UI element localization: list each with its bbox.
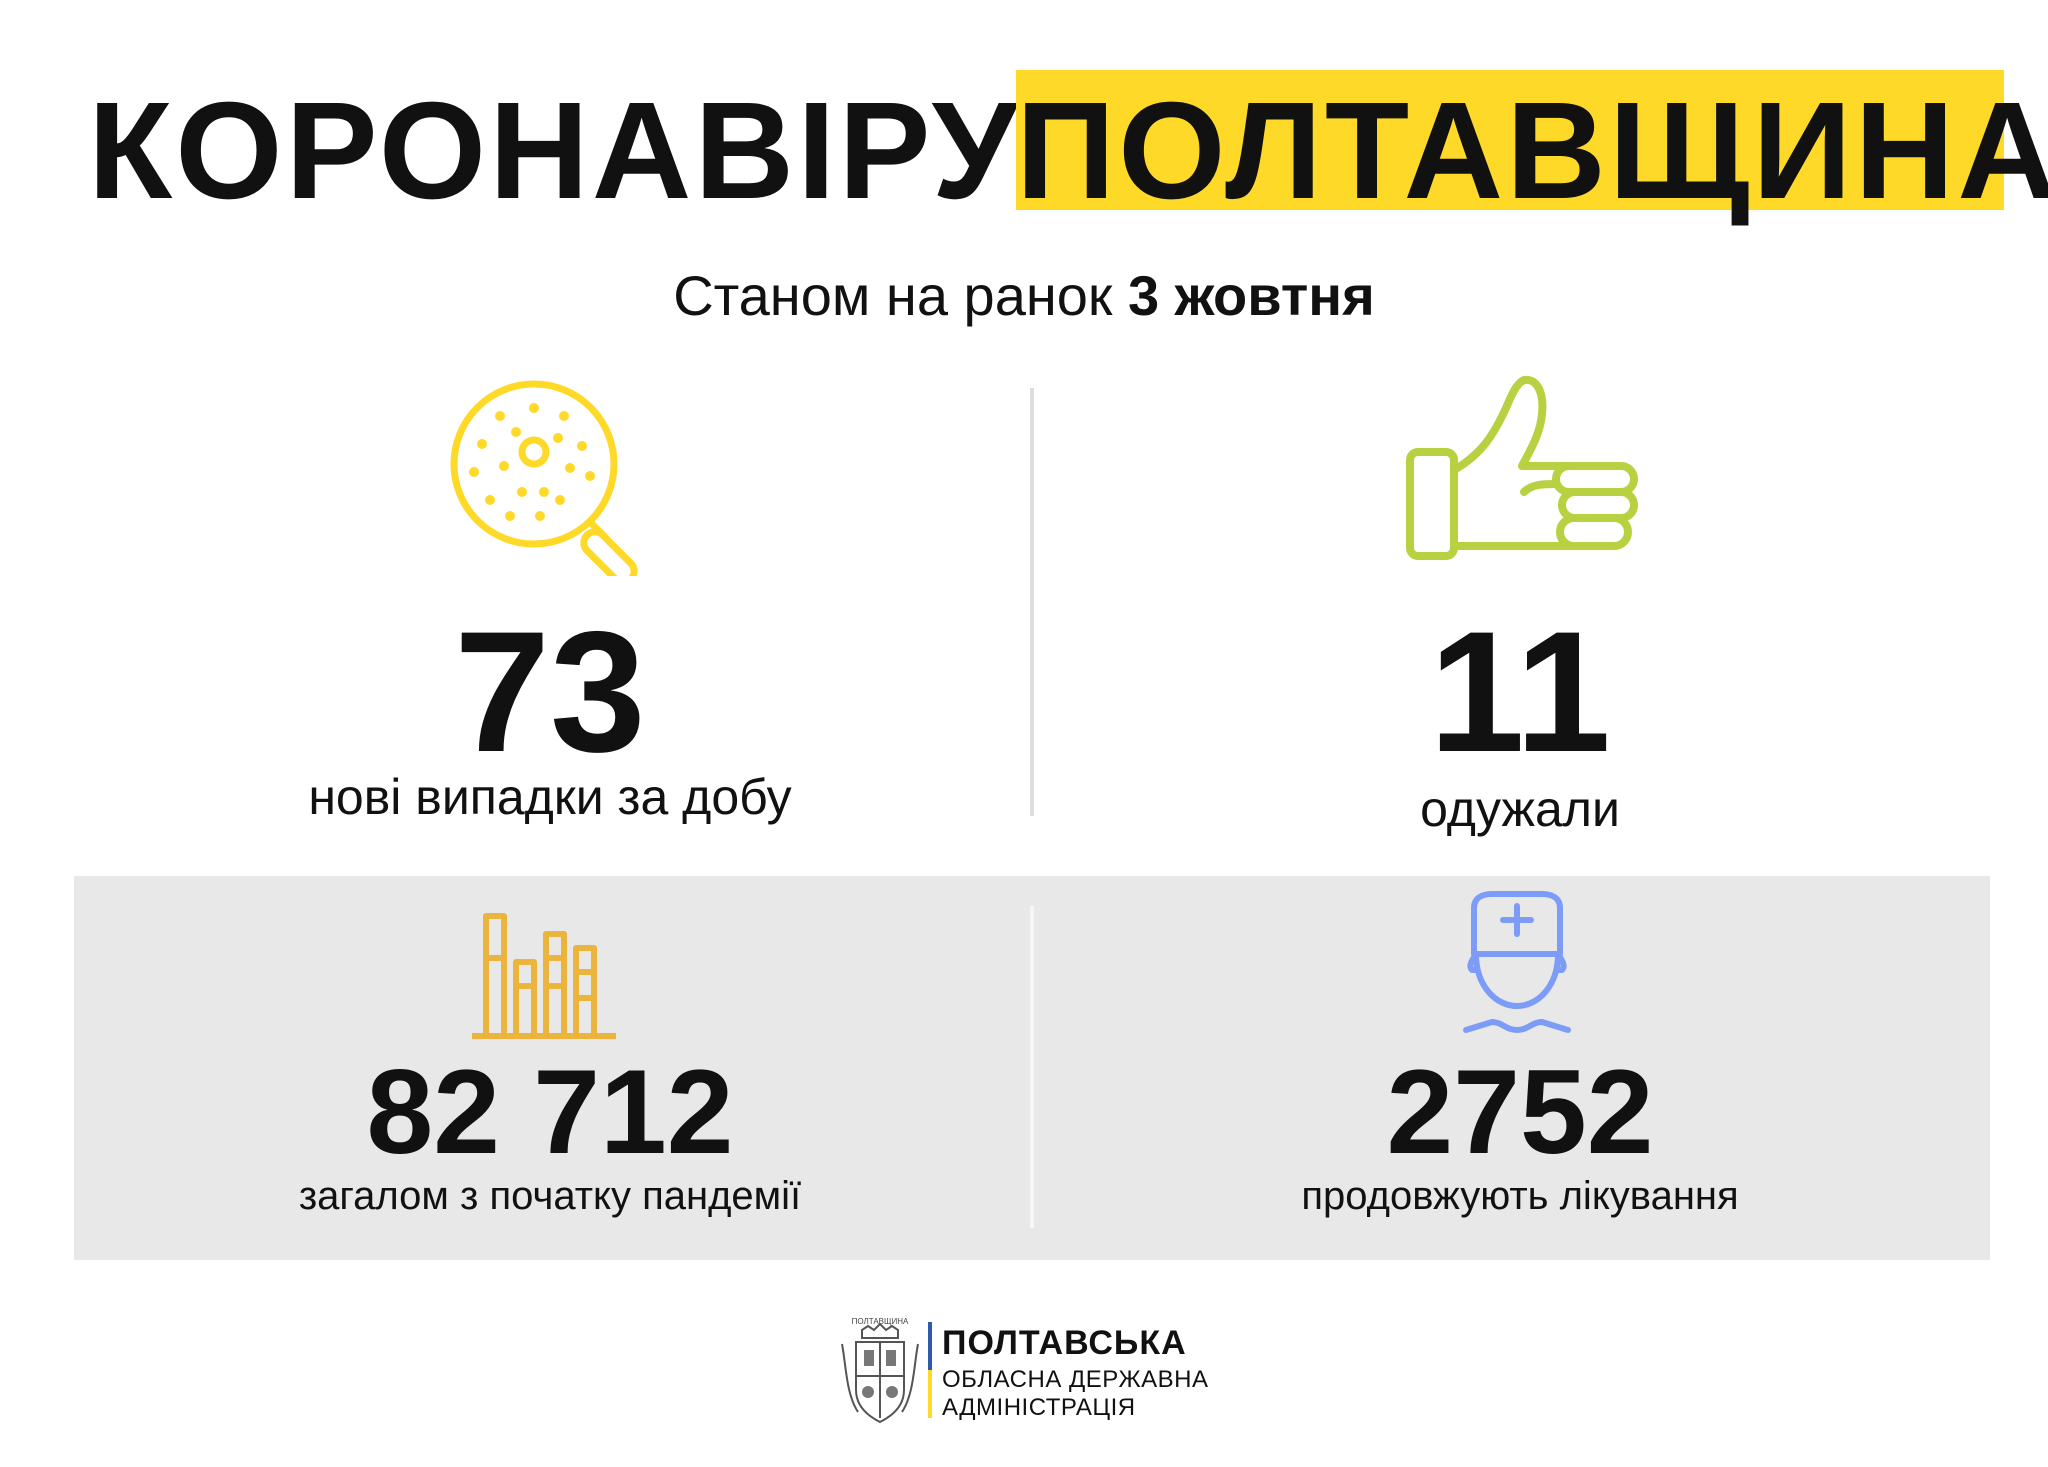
title-highlight	[1016, 70, 2004, 210]
thumbs-up-icon	[1406, 375, 1638, 560]
divider-bottom	[1030, 906, 1034, 1228]
emblem-text: ПОЛТАВЩИНА	[852, 1317, 909, 1326]
org-name-line1: ПОЛТАВСЬКА	[942, 1324, 1187, 1362]
magnifier-virus-icon	[450, 380, 638, 576]
recovered-value: 11	[1429, 596, 1611, 788]
subtitle: Станом на ранок 3 жовтня	[0, 268, 2048, 324]
title-left: КОРОНАВІРУС.	[88, 74, 1165, 228]
divider-top	[1030, 388, 1034, 816]
new-cases-value: 73	[454, 596, 646, 788]
treatment-label: продовжують лікування	[1301, 1174, 1739, 1218]
coat-of-arms-icon: ПОЛТАВЩИНА	[841, 1317, 919, 1424]
org-name-line2: ОБЛАСНА ДЕРЖАВНА	[942, 1366, 1209, 1393]
recovered-label: одужали	[1420, 781, 1620, 837]
org-name-line3: АДМІНІСТРАЦІЯ	[942, 1394, 1136, 1421]
subtitle-date: 3 жовтня	[1127, 264, 1375, 327]
logo-separator-yellow	[928, 1370, 932, 1418]
title-right: ПОЛТАВЩИНА	[1016, 74, 2048, 228]
total-value: 82 712	[366, 1045, 734, 1179]
bar-chart-icon	[472, 913, 616, 1039]
treatment-value: 2752	[1386, 1045, 1654, 1179]
doctor-icon	[1463, 891, 1571, 1033]
total-label: загалом з початку пандемії	[298, 1174, 802, 1218]
new-cases-label: нові випадки за добу	[308, 769, 792, 825]
subtitle-prefix: Станом на ранок	[673, 264, 1128, 327]
